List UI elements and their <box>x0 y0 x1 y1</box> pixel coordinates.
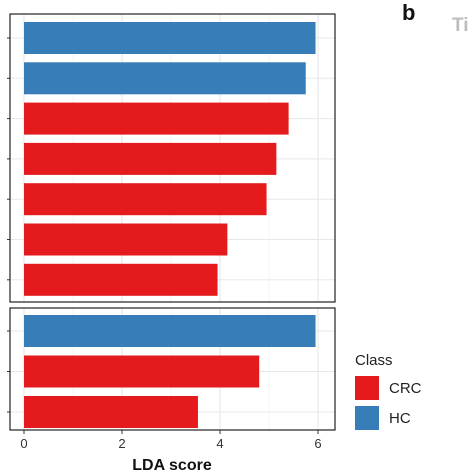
panel-border <box>9 307 336 431</box>
side-panel-title: Ti <box>452 15 469 36</box>
bar-hc <box>24 22 316 54</box>
x-tick-label: 4 <box>216 436 223 451</box>
bar-crc <box>24 396 198 428</box>
panel-border <box>9 13 336 303</box>
bar-hc <box>24 62 306 95</box>
legend-swatch-crc <box>355 376 379 400</box>
x-tick-label: 6 <box>314 436 321 451</box>
legend-label-crc: CRC <box>389 379 422 397</box>
legend-item-crc: CRC <box>355 376 422 400</box>
legend-label-hc: HC <box>389 409 411 427</box>
bar-crc <box>24 142 277 175</box>
legend: Class CRC HC <box>355 352 422 430</box>
axis-ticks: 0 2 4 6 <box>7 37 322 451</box>
x-tick-label: 0 <box>20 436 27 451</box>
bar-crc <box>24 355 260 388</box>
bars <box>24 22 316 428</box>
bar-crc <box>24 223 228 256</box>
x-axis-label: LDA score <box>132 457 212 474</box>
legend-item-hc: HC <box>355 406 422 430</box>
legend-title: Class <box>355 352 393 369</box>
bar-crc <box>24 102 289 135</box>
legend-swatch-hc <box>355 406 379 430</box>
bar-hc <box>24 315 316 347</box>
bar-crc <box>24 263 218 296</box>
panel-letter: b <box>402 0 416 25</box>
x-tick-label: 2 <box>118 436 125 451</box>
bar-crc <box>24 183 267 216</box>
panel-frames <box>9 13 336 431</box>
